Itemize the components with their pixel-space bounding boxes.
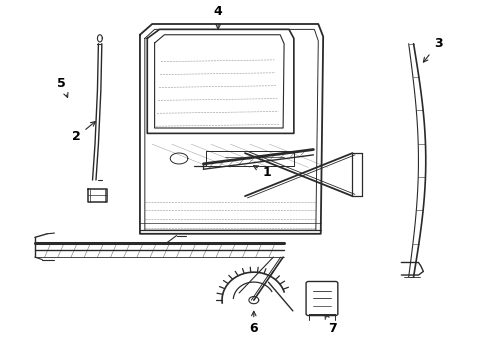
Text: 2: 2	[72, 122, 95, 144]
Text: 6: 6	[249, 311, 258, 335]
Text: 5: 5	[57, 77, 68, 98]
Text: 3: 3	[423, 37, 442, 62]
Text: 7: 7	[325, 314, 337, 335]
Text: 4: 4	[214, 5, 222, 29]
Text: 1: 1	[253, 166, 271, 179]
FancyBboxPatch shape	[306, 282, 338, 316]
